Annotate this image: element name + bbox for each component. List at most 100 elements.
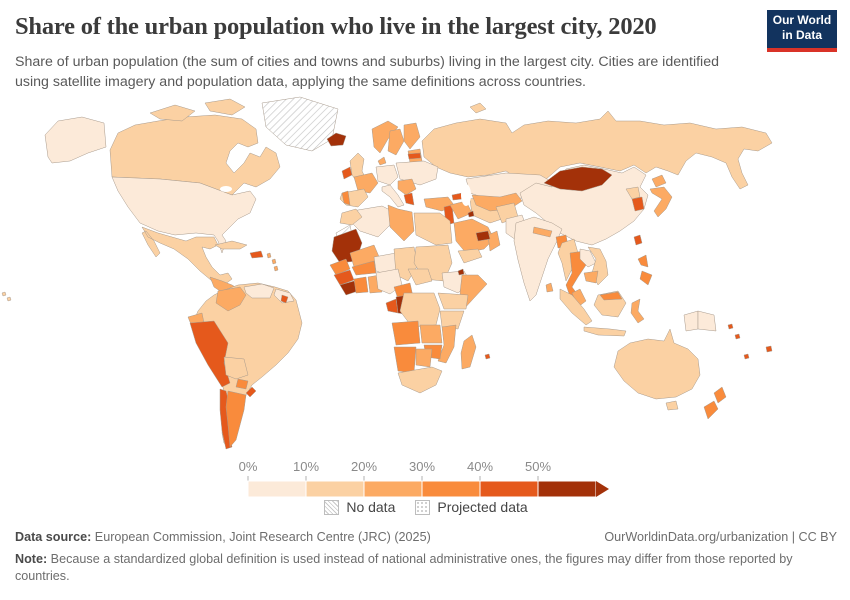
- country-mongolia[interactable]: [543, 166, 613, 192]
- country-india[interactable]: [513, 216, 563, 302]
- country-bolivia[interactable]: [223, 356, 249, 380]
- region-java[interactable]: [583, 326, 627, 337]
- country-vietnam[interactable]: [587, 246, 609, 286]
- country-south-korea[interactable]: [631, 196, 645, 212]
- country-north-korea[interactable]: [625, 186, 641, 200]
- country-uae-qatar[interactable]: [475, 230, 491, 242]
- country-greece[interactable]: [403, 192, 415, 206]
- black-sea: [430, 187, 446, 197]
- country-france[interactable]: [353, 172, 379, 194]
- country-iceland[interactable]: [326, 132, 347, 147]
- country-myanmar[interactable]: [557, 238, 579, 282]
- world-map-svg: [1, 96, 773, 450]
- region-sumatra[interactable]: [559, 288, 593, 326]
- projected-data-key: Projected data: [415, 499, 528, 515]
- country-mexico[interactable]: [141, 226, 233, 286]
- country-italy[interactable]: [381, 184, 405, 208]
- region-tasmania[interactable]: [665, 400, 679, 411]
- great-lakes: [220, 186, 232, 192]
- region-sulawesi[interactable]: [630, 298, 645, 324]
- country-morocco[interactable]: [339, 208, 363, 226]
- country-senegal[interactable]: [329, 258, 351, 276]
- region-hawaii[interactable]: [1, 291, 12, 302]
- owid-license-link[interactable]: OurWorldinData.org/urbanization | CC BY: [604, 530, 837, 544]
- country-paraguay[interactable]: [235, 378, 249, 390]
- chart-note: Note: Because a standardized global defi…: [15, 551, 830, 584]
- owid-logo-line1: Our World: [772, 13, 832, 27]
- region-balkans[interactable]: [397, 178, 417, 196]
- legend-categories: No data Projected data: [248, 499, 604, 515]
- country-mauritius[interactable]: [484, 353, 491, 360]
- projected-data-swatch-icon: [415, 499, 431, 515]
- country-nepal[interactable]: [532, 226, 553, 238]
- caspian-sea: [461, 184, 471, 206]
- country-mozambique[interactable]: [437, 324, 457, 364]
- chart-footer: Data source: European Commission, Joint …: [15, 530, 837, 544]
- no-data-key: No data: [324, 499, 395, 515]
- country-djibouti[interactable]: [457, 268, 465, 276]
- country-venezuela[interactable]: [243, 283, 275, 299]
- country-alaska[interactable]: [44, 116, 107, 164]
- svg-text:10%: 10%: [293, 459, 319, 474]
- country-argentina[interactable]: [225, 390, 247, 448]
- country-australia[interactable]: [613, 328, 701, 400]
- country-suriname[interactable]: [280, 294, 289, 304]
- country-sweden[interactable]: [387, 128, 405, 156]
- region-lesser-antilles[interactable]: [266, 252, 279, 272]
- country-colombia[interactable]: [215, 286, 247, 312]
- region-west-papua[interactable]: [683, 310, 699, 332]
- country-finland[interactable]: [403, 122, 421, 150]
- country-taiwan[interactable]: [633, 234, 643, 246]
- country-united-states[interactable]: [111, 176, 257, 254]
- country-cote-divoire[interactable]: [353, 276, 369, 294]
- owid-logo[interactable]: Our World in Data: [767, 10, 837, 52]
- country-cambodia[interactable]: [583, 270, 599, 284]
- country-denmark[interactable]: [377, 156, 387, 166]
- country-zambia[interactable]: [419, 324, 443, 344]
- country-hispaniola[interactable]: [249, 250, 264, 259]
- page-title: Share of the urban population who live i…: [15, 13, 657, 40]
- data-source-text: European Commission, Joint Research Cent…: [91, 530, 431, 544]
- world-choropleth-map: [0, 95, 850, 465]
- country-new-zealand[interactable]: [703, 386, 727, 420]
- svg-text:0%: 0%: [239, 459, 258, 474]
- svg-text:20%: 20%: [351, 459, 377, 474]
- country-fiji[interactable]: [765, 345, 773, 353]
- country-russia[interactable]: [421, 110, 773, 190]
- region-borneo-malaysia[interactable]: [599, 291, 623, 301]
- country-peru[interactable]: [189, 320, 231, 388]
- country-gabon[interactable]: [385, 298, 399, 314]
- country-norway[interactable]: [371, 120, 399, 154]
- region-central-europe[interactable]: [375, 164, 399, 186]
- country-namibia[interactable]: [393, 346, 417, 374]
- country-madagascar[interactable]: [460, 334, 477, 370]
- country-tanzania[interactable]: [439, 310, 465, 330]
- country-south-africa[interactable]: [397, 366, 443, 394]
- country-yemen[interactable]: [457, 248, 483, 264]
- country-kuwait[interactable]: [467, 210, 475, 218]
- region-melanesia[interactable]: [727, 323, 750, 360]
- region-eastern-europe[interactable]: [395, 160, 439, 186]
- country-angola[interactable]: [391, 320, 421, 346]
- projected-data-label: Projected data: [437, 499, 528, 515]
- country-papua-new-guinea[interactable]: [697, 310, 717, 332]
- country-cuba[interactable]: [214, 240, 248, 250]
- region-svalbard[interactable]: [469, 102, 487, 114]
- country-canadian-arctic-islands[interactable]: [149, 98, 246, 122]
- country-sri-lanka[interactable]: [545, 282, 554, 293]
- country-portugal[interactable]: [341, 190, 351, 206]
- country-central-african-republic[interactable]: [407, 268, 433, 286]
- country-uruguay[interactable]: [245, 386, 257, 398]
- country-ireland[interactable]: [341, 166, 353, 180]
- country-laos[interactable]: [579, 248, 597, 268]
- country-greenland[interactable]: [261, 96, 339, 152]
- country-japan[interactable]: [649, 174, 673, 218]
- country-philippines[interactable]: [637, 254, 653, 286]
- country-oman[interactable]: [487, 230, 501, 252]
- country-egypt[interactable]: [413, 212, 453, 246]
- country-botswana[interactable]: [415, 348, 433, 368]
- country-latvia[interactable]: [407, 152, 422, 160]
- country-libya[interactable]: [387, 204, 415, 242]
- region-uganda-kenya[interactable]: [437, 292, 469, 310]
